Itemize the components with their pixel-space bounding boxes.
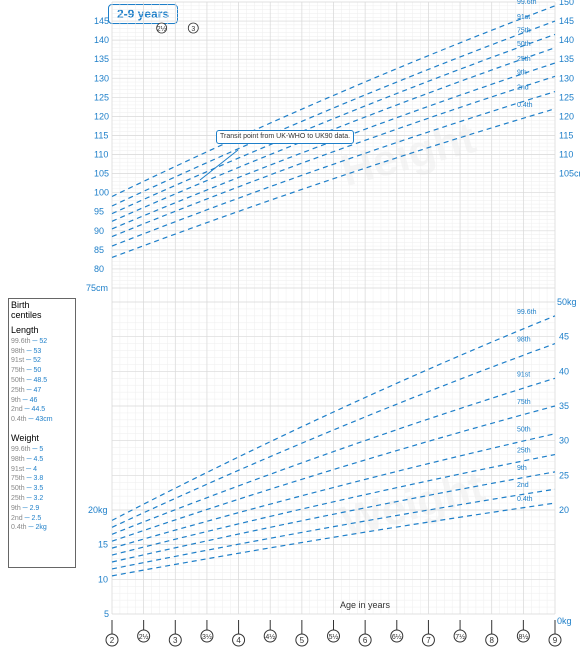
svg-text:5: 5 [300, 636, 305, 645]
svg-text:135: 135 [559, 54, 574, 64]
svg-text:50th: 50th [517, 427, 531, 434]
svg-text:50th: 50th [517, 41, 531, 48]
svg-text:3: 3 [191, 26, 195, 33]
svg-text:120: 120 [94, 111, 109, 121]
legend-row: 2nd ─ 44.5 [11, 405, 73, 415]
svg-text:90: 90 [94, 226, 104, 236]
svg-text:145: 145 [559, 16, 574, 26]
legend-row: 75th ─ 3.8 [11, 474, 73, 484]
x-axis-label: Age in years [340, 600, 390, 610]
svg-text:20: 20 [559, 505, 569, 515]
svg-text:140: 140 [559, 35, 574, 45]
svg-text:2½: 2½ [157, 25, 167, 33]
legend-row: 91st ─ 4 [11, 465, 73, 475]
svg-text:7½: 7½ [455, 633, 465, 641]
svg-text:91st: 91st [517, 14, 530, 21]
legend-row: 0.4th ─ 2kg [11, 523, 73, 533]
svg-text:4½: 4½ [265, 633, 275, 641]
svg-text:115: 115 [94, 130, 108, 140]
svg-text:50kg: 50kg [557, 297, 577, 307]
svg-text:85: 85 [94, 245, 104, 255]
svg-text:135: 135 [94, 54, 109, 64]
svg-text:110: 110 [94, 150, 108, 160]
svg-text:2nd: 2nd [517, 482, 529, 489]
svg-text:8: 8 [489, 636, 494, 645]
legend-row: 98th ─ 4.5 [11, 455, 73, 465]
svg-text:4: 4 [236, 636, 241, 645]
svg-text:125: 125 [94, 92, 109, 102]
svg-text:10: 10 [98, 574, 108, 584]
svg-text:5½: 5½ [329, 633, 339, 641]
svg-text:9th: 9th [517, 465, 527, 472]
legend-row: 0.4th ─ 43cm [11, 415, 73, 425]
svg-text:130: 130 [94, 73, 109, 83]
legend-header: Birthcentiles [11, 301, 73, 321]
svg-text:25th: 25th [517, 448, 531, 455]
svg-text:40: 40 [559, 366, 569, 376]
svg-text:100: 100 [94, 188, 109, 198]
legend-row: 2nd ─ 2.5 [11, 514, 73, 524]
legend-row: 75th ─ 50 [11, 366, 73, 376]
svg-text:9: 9 [553, 636, 558, 645]
svg-text:5: 5 [104, 609, 109, 619]
svg-text:15: 15 [98, 540, 108, 550]
svg-text:20kg: 20kg [88, 505, 108, 515]
growth-chart-svg: 99.6th 91st 75th 50th 25th 9th 2nd 0.4th 99.6th 9… [0, 0, 580, 650]
svg-text:9th: 9th [517, 69, 527, 76]
svg-text:0.4th: 0.4th [517, 102, 533, 109]
svg-text:2½: 2½ [139, 633, 149, 641]
legend-row: 25th ─ 47 [11, 386, 73, 396]
svg-text:99.6th: 99.6th [517, 0, 537, 6]
svg-text:75th: 75th [517, 27, 531, 34]
legend-row: 50th ─ 3.5 [11, 484, 73, 494]
svg-text:8½: 8½ [518, 633, 528, 641]
svg-text:75cm: 75cm [86, 283, 108, 293]
svg-text:0kg: 0kg [557, 616, 572, 626]
legend-row: 91st ─ 52 [11, 356, 73, 366]
svg-text:105: 105 [94, 169, 109, 179]
svg-text:3: 3 [173, 636, 178, 645]
svg-text:98th: 98th [517, 337, 531, 344]
svg-text:30: 30 [559, 436, 569, 446]
svg-text:145: 145 [94, 16, 109, 26]
svg-text:80: 80 [94, 264, 104, 274]
legend-row: 99.6th ─ 5 [11, 445, 73, 455]
svg-text:6: 6 [363, 636, 368, 645]
svg-text:120: 120 [559, 111, 574, 121]
svg-text:0.4th: 0.4th [517, 496, 533, 503]
legend-length-header: Length [11, 325, 73, 335]
svg-text:95: 95 [94, 207, 104, 217]
birth-centiles-legend: Birthcentiles Length 99.6th ─ 5298th ─ 5… [8, 298, 76, 568]
legend-row: 98th ─ 53 [11, 347, 73, 357]
svg-text:45: 45 [559, 332, 569, 342]
svg-text:3½: 3½ [202, 633, 212, 641]
svg-text:25th: 25th [517, 56, 531, 63]
legend-row: 25th ─ 3.2 [11, 494, 73, 504]
legend-row: 9th ─ 46 [11, 396, 73, 406]
legend-row: 99.6th ─ 52 [11, 337, 73, 347]
svg-text:140: 140 [94, 35, 109, 45]
transit-note: Transit point from UK-WHO to UK90 data. [216, 130, 354, 144]
svg-text:105cm: 105cm [559, 169, 580, 179]
svg-text:2nd: 2nd [517, 85, 529, 92]
legend-row: 50th ─ 48.5 [11, 376, 73, 386]
svg-text:150: 150 [559, 0, 574, 7]
legend-row: 9th ─ 2.9 [11, 504, 73, 514]
svg-text:7: 7 [426, 636, 431, 645]
svg-text:115: 115 [559, 130, 573, 140]
svg-text:35: 35 [559, 401, 569, 411]
svg-text:6½: 6½ [392, 633, 402, 641]
legend-weight-header: Weight [11, 433, 73, 443]
svg-text:110: 110 [559, 150, 573, 160]
svg-text:2: 2 [110, 636, 115, 645]
svg-text:99.6th: 99.6th [517, 309, 537, 316]
svg-text:91st: 91st [517, 371, 530, 378]
svg-text:130: 130 [559, 73, 574, 83]
svg-text:125: 125 [559, 92, 574, 102]
svg-text:75th: 75th [517, 399, 531, 406]
svg-text:25: 25 [559, 470, 569, 480]
